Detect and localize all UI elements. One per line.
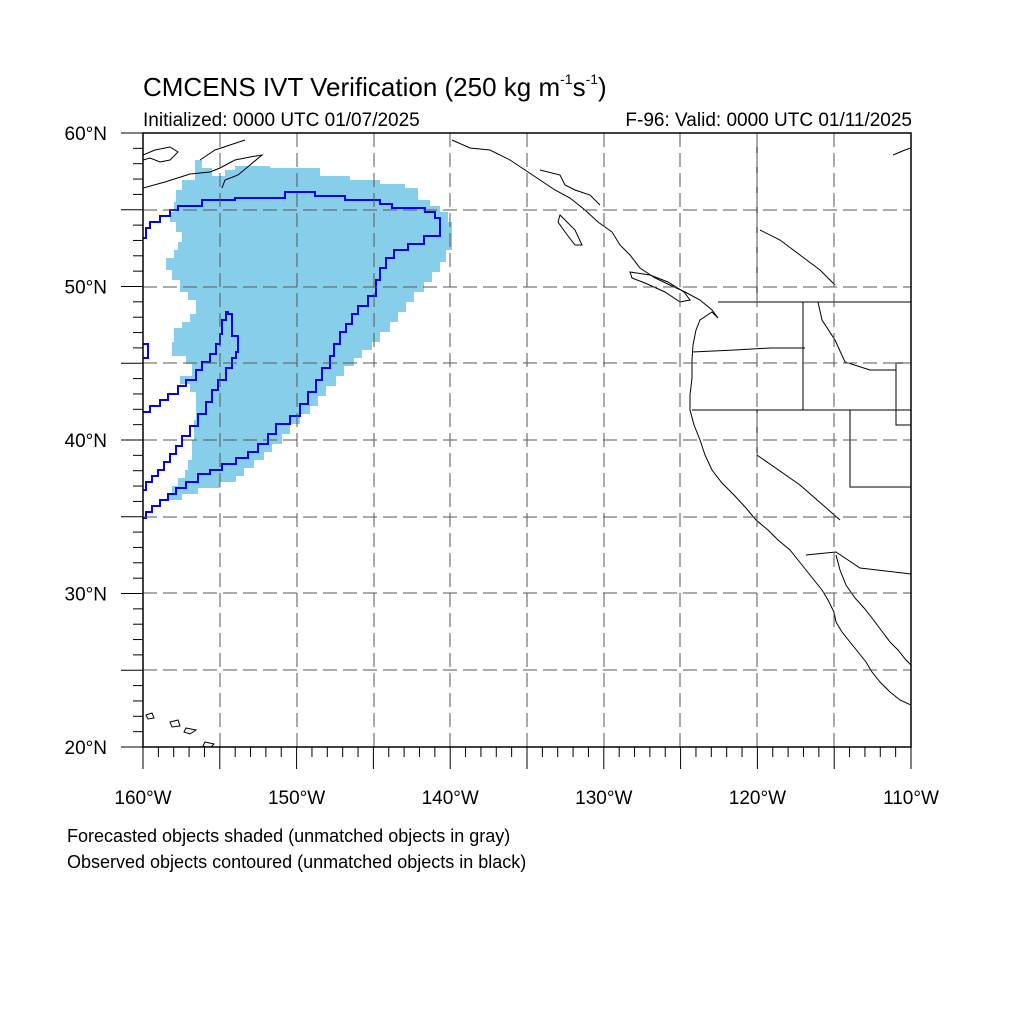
- lat-label-30: 30°N: [65, 585, 107, 606]
- axis-ticks: [121, 132, 912, 769]
- lat-label-60: 60°N: [65, 124, 107, 145]
- lon-label-150: 150°W: [268, 788, 325, 809]
- latitude-labels: 60°N 50°N 40°N 30°N 20°N: [65, 124, 107, 759]
- lat-label-40: 40°N: [65, 431, 107, 452]
- initialized-time: Initialized: 0000 UTC 01/07/2025: [143, 110, 420, 131]
- observed-contour-main: [143, 191, 441, 519]
- political-borders: [691, 133, 911, 575]
- lat-label-50: 50°N: [65, 278, 107, 299]
- footer-observed-note: Observed objects contoured (unmatched ob…: [67, 852, 527, 872]
- lat-label-20: 20°N: [65, 738, 107, 759]
- observed-contour-edge: [143, 343, 149, 359]
- valid-time: F-96: Valid: 0000 UTC 01/11/2025: [625, 110, 912, 131]
- lon-label-160: 160°W: [114, 788, 171, 809]
- longitude-labels: 160°W 150°W 140°W 130°W 120°W 110°W: [114, 788, 939, 809]
- lon-label-140: 140°W: [422, 788, 479, 809]
- observed-contour-inner: [143, 311, 239, 491]
- chart-title: CMCENS IVT Verification (250 kg m-1s-1): [143, 71, 607, 102]
- lon-label-120: 120°W: [729, 788, 786, 809]
- forecast-object: [166, 160, 452, 500]
- coastlines: [143, 139, 911, 747]
- footer-forecast-note: Forecasted objects shaded (unmatched obj…: [67, 826, 511, 846]
- lon-label-110: 110°W: [883, 788, 939, 809]
- grid-lines: [143, 133, 911, 747]
- lon-label-130: 130°W: [575, 788, 632, 809]
